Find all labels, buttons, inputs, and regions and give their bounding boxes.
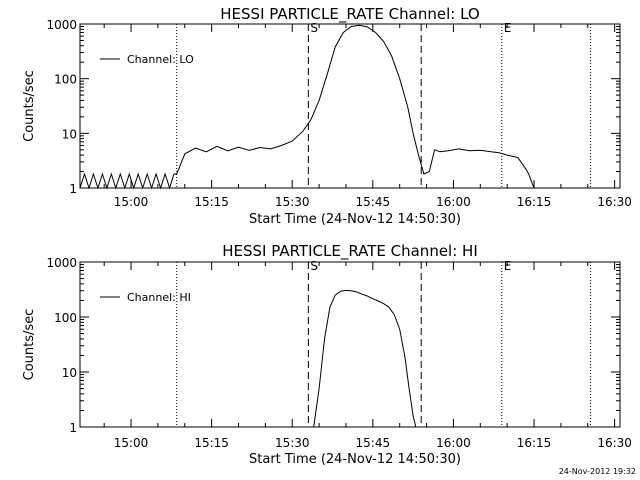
y-tick-label: 1000 — [46, 256, 77, 270]
x-tick-label: 16:30 — [597, 436, 632, 450]
chart-title: HESSI PARTICLE_RATE Channel: LO — [220, 5, 479, 24]
x-tick-label: 15:45 — [356, 195, 391, 209]
marker-label: E — [504, 21, 512, 35]
y-tick-label: 1000 — [46, 18, 77, 32]
y-tick-label: 100 — [54, 73, 77, 87]
panel-2: HESSI PARTICLE_RATE Channel: HI 15:00 15:1… — [22, 242, 632, 467]
x-tick-label: 15:00 — [114, 195, 149, 209]
x-tick-label: 16:00 — [436, 436, 471, 450]
y-tick-label: 10 — [62, 127, 77, 141]
x-tick-label: 16:30 — [597, 195, 632, 209]
panel-1: HESSI PARTICLE_RATE Channel: LO 15:00 15:1… — [22, 5, 632, 227]
x-tick-label: 15:15 — [194, 436, 229, 450]
y-tick-label: 100 — [54, 311, 77, 325]
x-tick-label: 15:15 — [194, 195, 229, 209]
marker-label: S — [310, 259, 318, 273]
y-tick-label: 1 — [69, 182, 77, 196]
x-tick-label: 15:00 — [114, 436, 149, 450]
series-line — [313, 289, 417, 428]
plot-frame — [79, 23, 621, 189]
x-tick-label: 16:00 — [436, 195, 471, 209]
x-axis-label: Start Time (24-Nov-12 14:50:30) — [249, 212, 461, 227]
x-tick-label: 15:30 — [275, 436, 310, 450]
plot-frame — [79, 261, 621, 428]
chart-title: HESSI PARTICLE_RATE Channel: HI — [222, 242, 478, 261]
x-tick-label: 16:15 — [517, 195, 552, 209]
y-axis-label: Counts/sec — [22, 309, 37, 381]
y-tick-label: 10 — [62, 366, 77, 380]
marker-label: E — [504, 259, 512, 273]
timestamp-footer: 24-Nov-2012 19:32 — [559, 467, 636, 476]
legend-label: Channel: LO — [127, 53, 194, 66]
marker-label: S — [310, 21, 318, 35]
x-axis-label: Start Time (24-Nov-12 14:50:30) — [249, 452, 461, 467]
x-tick-label: 16:15 — [517, 436, 552, 450]
y-axis-label: Counts/sec — [22, 70, 37, 142]
x-tick-label: 15:45 — [356, 436, 391, 450]
y-tick-label: 1 — [69, 421, 77, 435]
series-line — [79, 24, 620, 190]
x-tick-label: 15:30 — [275, 195, 310, 209]
legend-label: Channel: HI — [127, 291, 191, 304]
